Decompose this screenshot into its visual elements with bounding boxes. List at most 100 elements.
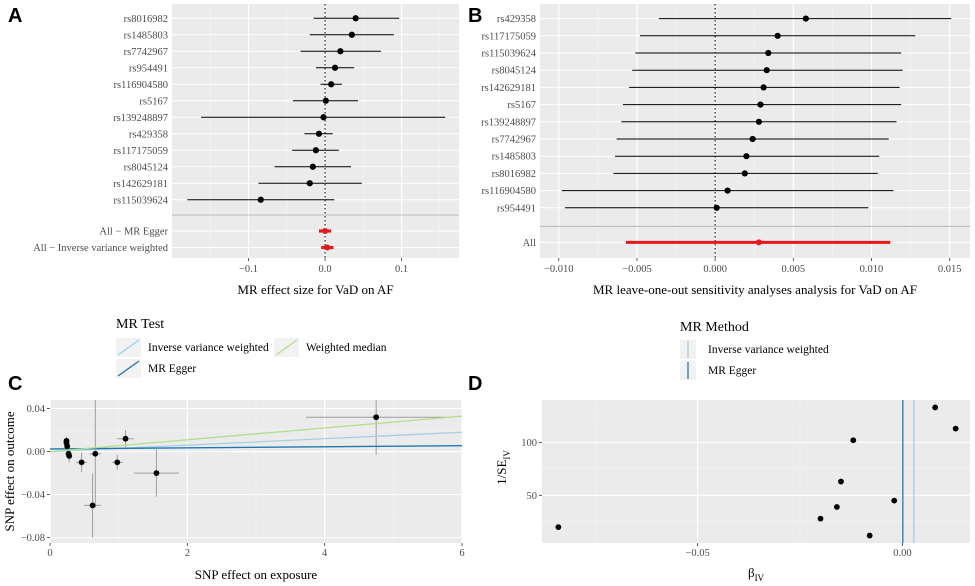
snp-point [122,435,129,442]
x-tick-label: −0.005 [622,264,652,275]
snp-label: rs954491 [497,203,536,214]
snp-point [373,414,380,421]
panel-a-letter: A [8,5,22,27]
snp-point [555,524,562,531]
snp-point [64,443,71,450]
snp-point [850,437,857,444]
snp-label: rs5167 [507,100,536,111]
y-axis-title-main: 1/SE [494,460,509,485]
legend-mr-method: MR Method Inverse variance weighted MR E… [680,320,829,380]
y-tick-label: −0.04 [21,490,46,501]
x-axis-title-sub: IV [755,573,765,583]
snp-label: rs7742967 [492,135,536,146]
legend-swatch-egger [117,360,140,377]
snp-label: rs117175059 [482,31,536,42]
legend-swatch-ivw [117,339,140,356]
x-tick-label: 4 [322,548,328,559]
y-tick-label: −0.08 [21,533,45,544]
snp-point [322,97,329,104]
x-tick-label: 0.015 [938,264,962,275]
mr-fit-line [49,445,463,450]
legend-item-wmedian: Weighted median [306,342,387,354]
legend-swatch-wmedian [275,339,298,356]
snp-point [66,453,73,459]
snp-point [92,450,99,457]
snp-label: rs1485803 [492,152,536,163]
y-axis-title: 1/SEIV [494,450,512,485]
snp-point [315,130,323,137]
x-axis-title-main: β [748,565,755,580]
y-tick-label: 0.04 [27,404,46,415]
forest-plot-a: −0.1 0.0 0.1 rs8016982 rs1485803 rs7742967 rs9… [33,4,459,297]
snp-label: rs8045124 [124,162,169,173]
x-tick-label: 2 [185,548,190,559]
legend-mr-test-title: MR Test [116,317,164,332]
y-axis-title-sub: IV [502,450,512,460]
x-tick-label: 0.00 [893,548,911,559]
x-tick-label: 0.010 [860,264,884,275]
scatter-plot-c: 0 2 4 6 −0.08 −0.04 0.00 0.04 SNP effect on expo… [2,400,465,582]
panel-d-letter: D [468,373,482,395]
snp-point [312,147,319,154]
leave-one-out-plot-b: −0.010 −0.005 0.000 0.005 0.010 0.015 rs429358… [481,4,970,297]
x-tick-label: 6 [459,548,464,559]
x-tick-label: 0 [47,548,52,559]
snp-point [337,48,344,55]
snp-point [763,67,770,74]
snp-point [348,31,355,38]
mr-fit-line [49,415,463,453]
snp-point [891,497,898,504]
x-tick-label: −0.05 [685,548,709,559]
summary-point [322,228,329,234]
snp-point [765,49,772,57]
summary-point [324,244,331,251]
snp-label: rs142629181 [113,179,168,190]
snp-label: rs5167 [139,96,168,107]
snp-point [838,478,844,485]
snp-point [802,15,809,22]
snp-point [331,64,339,71]
summary-label: All [523,238,537,249]
snp-point [153,470,160,477]
snp-label: rs8016982 [124,14,168,25]
snp-label: rs429358 [497,14,536,25]
legend-mr-method-title: MR Method [680,320,749,335]
snp-point [774,32,781,39]
snp-point [741,170,748,177]
y-tick-label: 0.00 [27,447,45,458]
plot-panel-bg [540,4,970,258]
x-tick-label: 0.0 [319,264,332,275]
y-axis-title: SNP effect on outcome [2,411,17,531]
snp-point [257,196,264,203]
legend-mr-test: MR Test Inverse variance weighted MR Egg… [116,317,387,378]
legend-item-method-egger: MR Egger [708,365,756,377]
summary-label: All − MR Egger [99,227,168,238]
snp-point [833,504,840,510]
snp-point [952,425,959,432]
snp-point [817,515,824,522]
snp-point [89,502,96,509]
snp-point [724,187,731,194]
plot-panel-bg [172,4,459,258]
snp-label: rs7742967 [124,47,168,58]
snp-point [114,459,121,466]
x-tick-label: 0.000 [703,264,727,275]
x-axis-title: MR leave-one-out sensitivity analyses an… [593,282,917,297]
snp-point [309,163,316,170]
snp-point [320,114,327,121]
snp-label: rs115039624 [114,195,169,206]
plot-panel-bg [542,400,970,543]
legend-item-egger: MR Egger [148,363,196,375]
snp-label: rs115039624 [482,49,537,60]
panel-c-letter: C [8,373,22,395]
legend-item-method-ivw: Inverse variance weighted [708,344,829,356]
snp-point [743,153,750,160]
snp-point [352,15,359,22]
snp-label: rs8016982 [492,169,536,180]
x-axis-title: MR effect size for VaD on AF [237,282,393,297]
y-tick-label: 50 [527,491,538,502]
snp-point [757,101,764,108]
snp-label: rs116904580 [482,186,536,197]
